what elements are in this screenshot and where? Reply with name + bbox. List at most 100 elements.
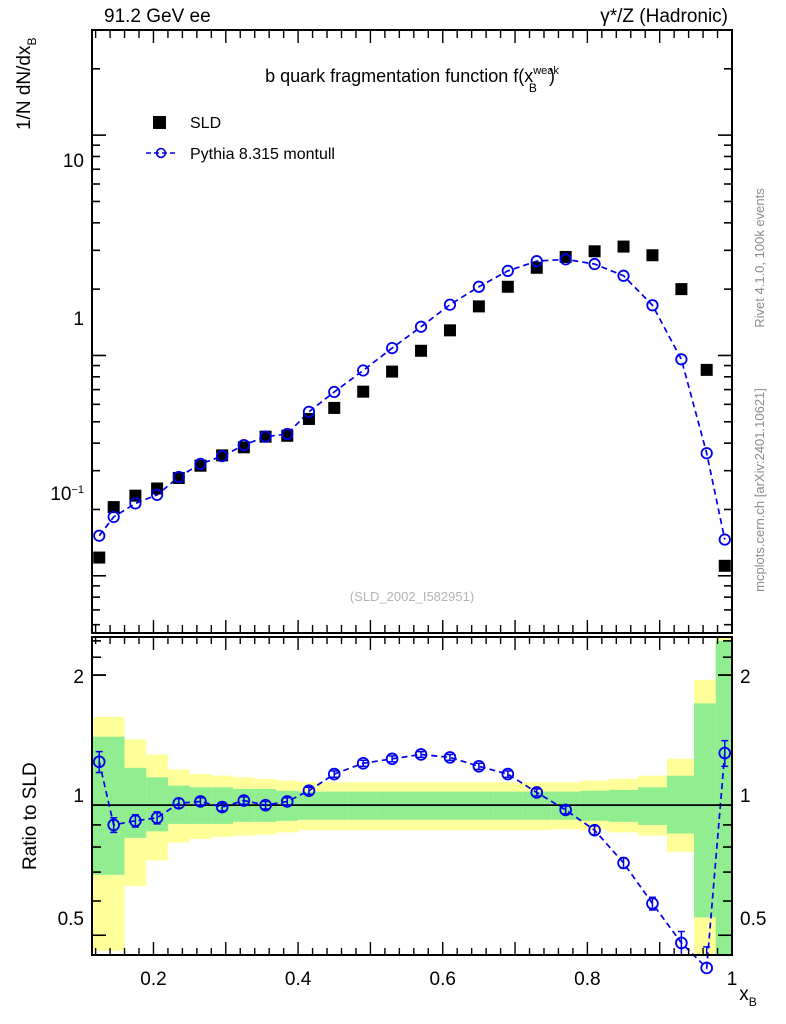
header-left-beam-energy: 91.2 GeV ee	[104, 6, 211, 27]
main-sld-marker	[646, 249, 659, 262]
main-mc-marker	[675, 353, 688, 366]
legend-marker-sld	[153, 116, 166, 129]
ratio-mc-marker	[588, 823, 601, 837]
main-mc-marker	[472, 280, 485, 293]
main-mc-marker	[386, 341, 399, 355]
ratio-mc-marker	[617, 856, 630, 870]
main-sld-marker	[700, 363, 713, 376]
legend-label-pythia: Pythia 8.315 montull	[190, 146, 335, 163]
main-mc-marker	[501, 264, 514, 277]
ratio-band-inner	[637, 787, 667, 825]
main-sld-marker	[588, 245, 601, 258]
ratio-ytick-1-right: 1	[740, 786, 751, 807]
main-sld-marker	[617, 240, 630, 253]
ratio-mc-marker	[107, 818, 120, 832]
ratio-ytick-0p5-left: 0.5	[58, 909, 84, 930]
main-ytick-10: 10	[63, 151, 84, 172]
main-mc-marker	[414, 320, 428, 333]
ratio-band-inner	[694, 703, 716, 918]
ratio-mc-marker	[675, 936, 688, 950]
main-yaxis-label: 1/N dN/dxB	[14, 38, 39, 131]
main-mc-marker	[93, 529, 106, 542]
x-axis-label: xB	[739, 984, 757, 1009]
rivet-version-credit: Rivet 4.1.0, 100k events	[752, 188, 767, 328]
ratio-mc-marker	[237, 794, 251, 807]
x-tick-label: 0.6	[430, 969, 456, 990]
main-sld-marker	[718, 559, 731, 572]
ratio-data-series	[92, 739, 732, 975]
main-mc-marker	[530, 255, 543, 268]
ratio-mc-marker	[194, 795, 207, 808]
x-tick-label: 0.4	[285, 969, 312, 990]
analysis-id-watermark: (SLD_2002_I582951)	[350, 589, 474, 604]
ratio-mc-marker	[385, 752, 399, 766]
main-ytick-1: 1	[73, 309, 84, 330]
ratio-mc-marker	[92, 755, 106, 769]
ratio-mc-marker	[700, 961, 713, 975]
page-title: b quark fragmentation function f(xweak B)	[265, 65, 559, 95]
ratio-mc-marker	[646, 897, 659, 910]
x-tick-label: 0.2	[140, 969, 166, 990]
ratio-ytick-0p5-right: 0.5	[740, 909, 766, 930]
main-mc-marker	[259, 430, 272, 443]
ratio-mc-line	[98, 752, 726, 970]
mcplots-credit: mcplots.cern.ch [arXiv:2401.10621]	[752, 388, 767, 592]
main-mc-marker	[588, 257, 601, 271]
ratio-ytick-2-left: 2	[73, 667, 84, 688]
ratio-uncertainty-bands	[93, 638, 731, 954]
main-mc-marker	[194, 457, 207, 470]
main-mc-marker	[357, 364, 370, 377]
ratio-panel-frame	[91, 636, 733, 956]
main-mc-marker	[172, 470, 185, 484]
main-mc-marker	[107, 510, 120, 524]
main-sld-marker	[559, 250, 572, 263]
main-ytick-0p1: 10−1	[50, 484, 84, 505]
main-sld-marker	[501, 280, 514, 293]
ratio-band-inner	[715, 640, 731, 954]
legend-marker-pythia	[155, 147, 167, 159]
ratio-ytick-1-left: 1	[73, 786, 84, 807]
ratio-mc-marker	[150, 811, 164, 825]
ratio-mc-marker	[501, 767, 515, 781]
main-sld-marker	[107, 501, 120, 514]
main-mc-marker	[237, 438, 250, 452]
ratio-mc-marker	[327, 767, 341, 781]
ratio-mc-marker	[302, 784, 316, 798]
main-mc-marker	[443, 298, 457, 311]
main-mc-marker	[718, 533, 731, 546]
x-tick-label: 1	[727, 969, 738, 990]
main-sld-marker	[415, 344, 428, 357]
legend: SLD Pythia 8.315 montull	[146, 115, 335, 163]
main-mc-marker	[559, 253, 572, 266]
main-panel-frame	[91, 29, 733, 634]
main-sld-marker	[259, 430, 272, 443]
main-plot-panel	[91, 29, 733, 634]
main-axis-ticks	[92, 29, 732, 633]
ratio-mc-marker	[718, 746, 732, 760]
ratio-mc-marker	[472, 760, 486, 773]
ratio-mc-marker	[129, 814, 142, 828]
ratio-axis-ticks	[92, 637, 732, 955]
ratio-mc-marker	[414, 748, 428, 761]
main-sld-marker	[93, 551, 106, 564]
main-sld-marker	[328, 401, 341, 414]
main-sld-marker	[472, 300, 485, 313]
legend-label-sld: SLD	[190, 115, 221, 132]
main-mc-marker	[646, 299, 659, 312]
main-mc-marker	[328, 385, 341, 399]
main-mc-marker	[617, 269, 630, 282]
main-mc-marker	[150, 488, 164, 501]
x-axis-tick-labels: 0.2 0.4 0.6 0.8 1	[140, 969, 737, 990]
ratio-mc-marker	[559, 803, 572, 817]
ratio-yaxis-label: Ratio to SLD	[20, 762, 41, 870]
ratio-plot-panel	[91, 636, 733, 975]
main-sld-marker	[357, 385, 370, 398]
ratio-mc-marker	[530, 786, 544, 799]
main-data-series	[93, 240, 731, 572]
x-tick-label: 0.8	[574, 969, 600, 990]
main-sld-marker	[443, 324, 456, 337]
main-mc-marker	[700, 447, 713, 460]
ratio-mc-marker	[259, 798, 272, 812]
